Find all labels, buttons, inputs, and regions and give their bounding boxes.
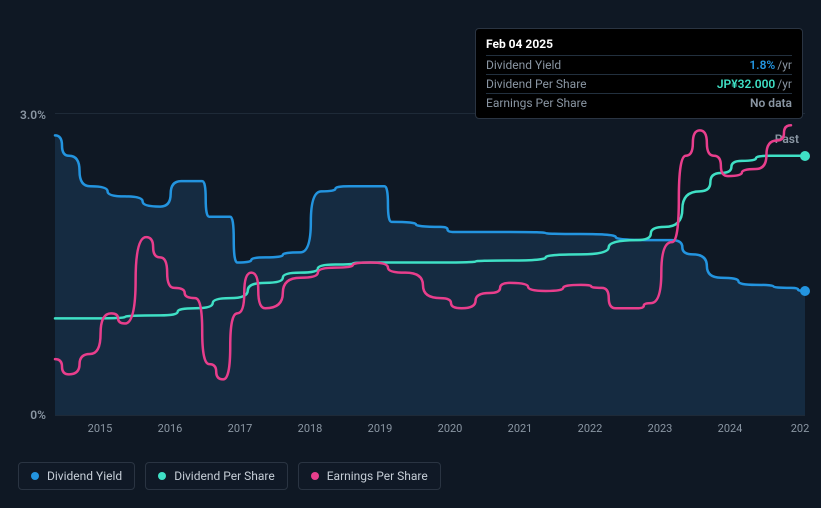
x-axis-label: 2018 [298,422,323,435]
end-marker-dividend-per-share [800,151,810,161]
tooltip-label: Dividend Yield [486,58,561,72]
chart-container: Feb 04 2025 Dividend Yield1.8%/yrDividen… [0,0,821,508]
x-axis-label: 2021 [508,422,533,435]
tooltip-value: JP¥32.000/yr [717,77,792,91]
x-axis-label: 2023 [648,422,673,435]
y-axis-label: 3.0% [0,108,46,122]
legend: Dividend Yield Dividend Per Share Earnings… [18,462,441,490]
legend-dot [31,472,39,480]
y-axis-label: 0% [0,408,46,422]
x-axis-label: 2017 [228,422,253,435]
x-axis-label: 2020 [438,422,463,435]
x-axis-label: 2024 [718,422,743,435]
end-marker-dividend-yield [800,286,810,296]
chart-tooltip: Feb 04 2025 Dividend Yield1.8%/yrDividen… [475,28,803,119]
tooltip-value: 1.8%/yr [749,58,792,72]
x-axis-label: 2019 [368,422,393,435]
legend-item-dividend-per-share[interactable]: Dividend Per Share [145,462,288,490]
x-axis-label: 2016 [158,422,183,435]
tooltip-value: No data [750,96,792,110]
tooltip-row: Dividend Yield 1.8%/yr [486,55,792,74]
tooltip-date: Feb 04 2025 [486,35,792,55]
legend-label: Earnings Per Share [327,469,428,483]
tooltip-row: Earnings Per Share No data [486,93,792,112]
legend-item-dividend-yield[interactable]: Dividend Yield [18,462,135,490]
x-axis-label: 2015 [88,422,113,435]
line-chart [55,110,805,415]
legend-label: Dividend Yield [47,469,122,483]
legend-dot [311,472,319,480]
gridline [55,415,805,416]
legend-dot [158,472,166,480]
tooltip-label: Dividend Per Share [486,77,587,91]
legend-label: Dividend Per Share [174,469,275,483]
x-axis-label: 202 [791,422,810,435]
x-axis-label: 2022 [578,422,603,435]
tooltip-row: Dividend Per Share JP¥32.000/yr [486,74,792,93]
legend-item-earnings-per-share[interactable]: Earnings Per Share [298,462,441,490]
tooltip-label: Earnings Per Share [486,96,587,110]
